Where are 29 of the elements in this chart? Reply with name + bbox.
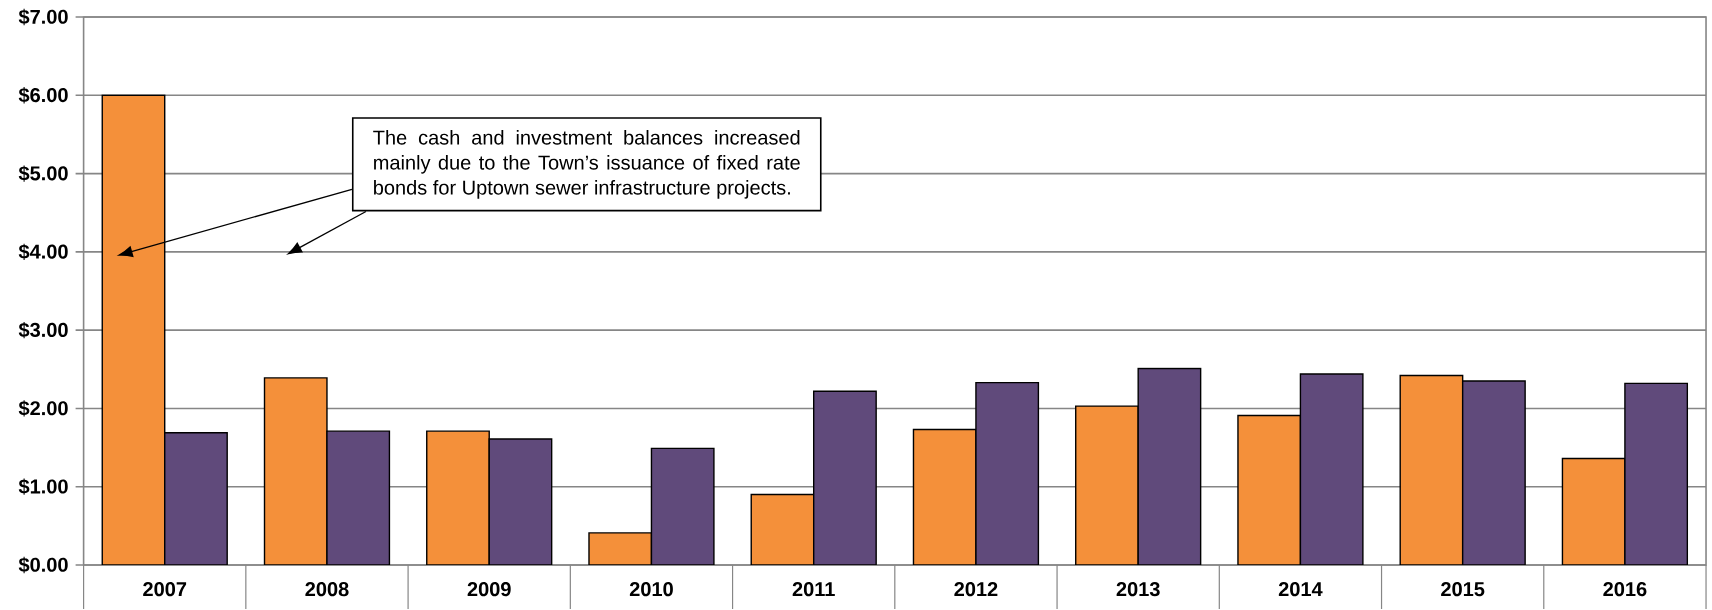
y-tick-label: $2.00 [18, 400, 68, 417]
y-tick-label: $0.00 [18, 556, 68, 574]
bar [164, 432, 228, 565]
x-tick-label: 2014 [1278, 582, 1323, 597]
bar [1624, 382, 1689, 565]
y-tick-label: $4.00 [18, 243, 68, 261]
bar [1299, 373, 1364, 565]
y-tick-label: $1.00 [18, 478, 68, 495]
annotation: The cash and investment balances increased mainly due to the Town’s issuance of fixed rate bonds for Uptown sewer infrastructure projects. [373, 130, 800, 199]
bar [488, 438, 553, 565]
x-tick-label: 2010 [629, 582, 673, 597]
x-tick-label: 2011 [792, 582, 835, 597]
bar [975, 381, 1040, 565]
x-tick-label: 2007 [143, 582, 187, 597]
bar [1137, 367, 1202, 565]
x-tick-label: 2013 [1116, 582, 1160, 597]
bar [813, 390, 877, 565]
bar [1461, 380, 1526, 565]
y-tick-label: $6.00 [18, 87, 68, 104]
y-tick-label: $7.00 [18, 8, 68, 26]
bar [650, 447, 715, 565]
bar [326, 430, 391, 565]
x-tick-label: 2015 [1441, 582, 1485, 597]
x-tick-label: 2008 [305, 582, 349, 597]
y-tick-label: $5.00 [18, 165, 68, 182]
x-tick-label: 2012 [954, 582, 998, 597]
x-tick-label: 2009 [467, 582, 511, 597]
y-tick-label: $3.00 [18, 321, 68, 339]
x-tick-label: 2016 [1603, 582, 1647, 597]
